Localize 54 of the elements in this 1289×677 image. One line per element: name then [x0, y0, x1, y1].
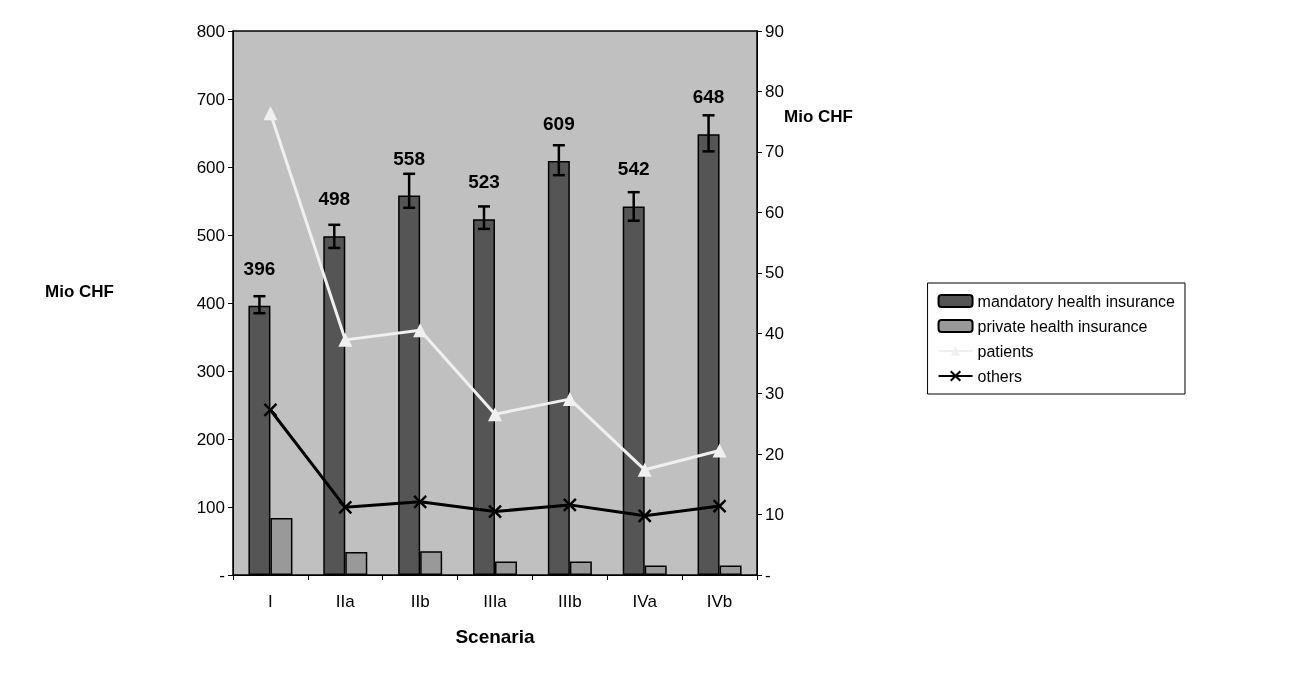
x-tick-label: IVa — [632, 592, 658, 611]
x-tick-label: I — [268, 592, 273, 611]
point — [562, 392, 577, 407]
legend-label: mandatory health insurance — [977, 292, 1176, 310]
y-axis-title: Mio CHF — [45, 282, 114, 301]
y-tick-label: - — [219, 565, 225, 585]
point — [562, 497, 578, 513]
y-tick-label: 200 — [196, 429, 225, 449]
x-tick-label: IIb — [410, 592, 430, 611]
y2-tick-label: 70 — [765, 142, 784, 162]
point — [338, 500, 353, 515]
y-tick-label: 700 — [196, 89, 225, 109]
x-tick-label: IIIa — [483, 592, 508, 611]
y-tick-label: 800 — [196, 21, 225, 41]
y-tick-label: 400 — [196, 293, 225, 313]
y2-tick-label: 50 — [765, 263, 784, 283]
point — [412, 494, 428, 510]
point — [712, 443, 727, 458]
point — [712, 498, 727, 514]
point — [338, 332, 353, 347]
point — [488, 407, 502, 422]
y2-tick-label: 40 — [765, 323, 784, 343]
y2-tick-label: 80 — [765, 81, 784, 101]
legend-label: patients — [977, 342, 1034, 360]
y-tick-label: 500 — [196, 225, 225, 245]
x-tick-label: IVb — [706, 592, 733, 611]
data-label: 609 — [543, 112, 575, 134]
y2-tick-label: 30 — [765, 384, 784, 404]
y2-tick-label: 10 — [765, 505, 784, 525]
point — [487, 504, 503, 519]
y-tick-label: 600 — [196, 157, 225, 177]
point — [413, 323, 428, 338]
y2-tick-label: 20 — [765, 444, 784, 464]
data-label: 498 — [318, 188, 351, 210]
point — [263, 402, 278, 418]
x-tick-label: IIIb — [558, 592, 582, 611]
data-label: 542 — [617, 158, 650, 180]
y-tick-label: 300 — [196, 361, 225, 381]
point — [637, 462, 652, 477]
y2-tick-label: 90 — [765, 21, 784, 41]
legend-label: others — [977, 367, 1023, 385]
point — [637, 508, 652, 524]
x-tick-label: IIa — [335, 592, 356, 611]
y2-tick-label: - — [765, 565, 771, 585]
legend-label: private health insurance — [977, 317, 1148, 335]
x-axis-title: Scenaria — [455, 626, 536, 647]
y-tick-label: 100 — [196, 497, 225, 517]
y2-axis-title: Mio CHF — [784, 107, 853, 126]
data-label: 523 — [468, 171, 500, 193]
data-label: 648 — [692, 86, 725, 108]
y2-tick-label: 60 — [765, 202, 784, 222]
data-label: 558 — [393, 147, 425, 169]
data-label: 396 — [243, 257, 276, 279]
point — [263, 106, 278, 121]
